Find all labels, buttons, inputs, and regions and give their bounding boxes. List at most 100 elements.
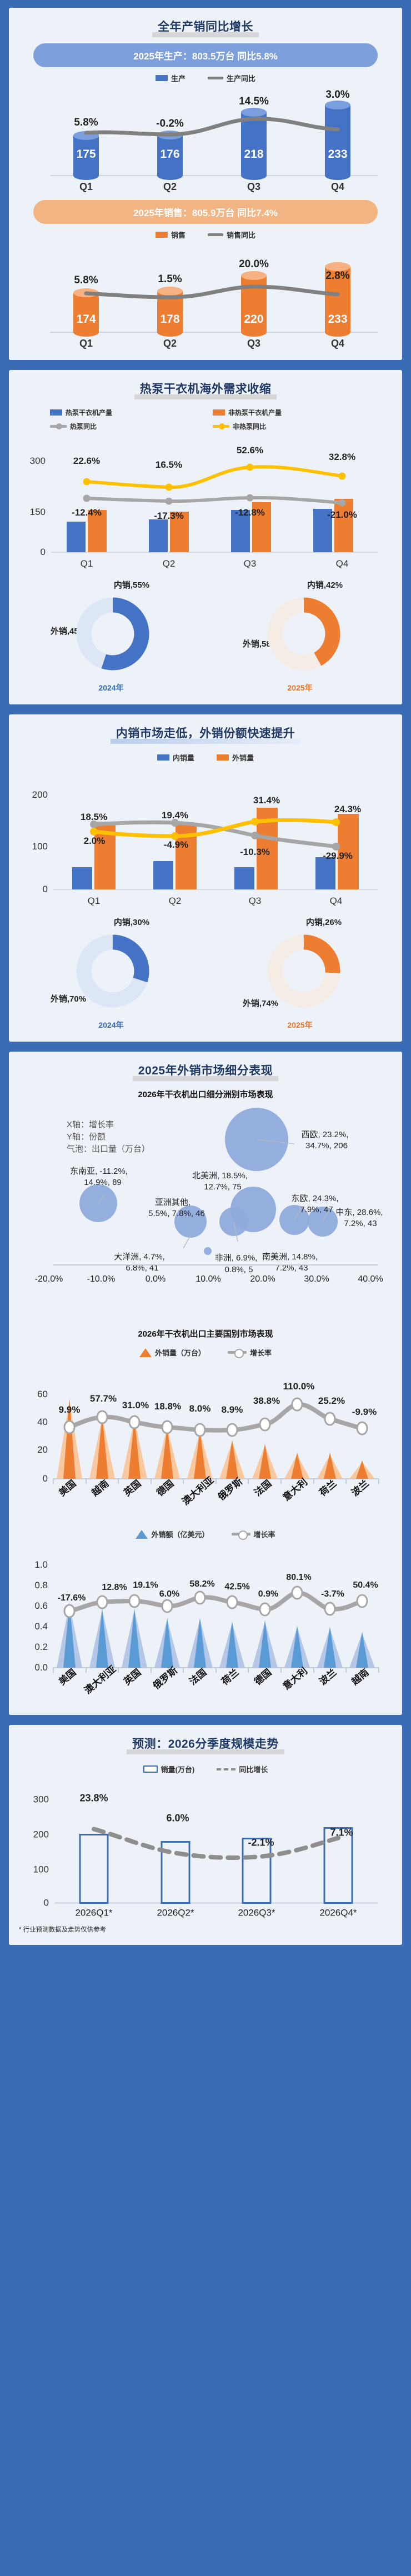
svg-text:34.7%, 206: 34.7%, 206 — [305, 1141, 348, 1151]
svg-text:32.8%: 32.8% — [329, 452, 355, 462]
legend-sales-line: 销售同比 — [208, 229, 255, 240]
svg-text:Q2: Q2 — [169, 896, 182, 906]
svg-text:0: 0 — [41, 547, 46, 557]
svg-text:Q2: Q2 — [163, 558, 176, 569]
heatpump-chart: 300 150 0 2 — [17, 434, 394, 573]
svg-text:31.0%: 31.0% — [122, 1400, 149, 1410]
svg-text:意大利: 意大利 — [280, 1476, 309, 1503]
svg-text:233: 233 — [328, 313, 347, 326]
section3-title: 内销市场走低，外销份额快速提升 — [17, 724, 394, 744]
bubble-label-middle-east: 中东, 28.6%, — [335, 1208, 383, 1217]
domestic-export-legend: 内销量 外销量 — [17, 752, 394, 763]
svg-text:Q4: Q4 — [330, 896, 343, 906]
svg-text:英国: 英国 — [122, 1667, 143, 1687]
svg-text:7.2%, 43: 7.2%, 43 — [275, 1263, 308, 1273]
svg-text:1.0: 1.0 — [34, 1559, 48, 1570]
sales-chart: 174 5.8% 178 1.5% 220 20.0% — [17, 243, 394, 349]
section1-title: 全年产销同比增长 — [17, 18, 394, 37]
svg-text:200: 200 — [32, 789, 48, 800]
svg-text:-12.4%: -12.4% — [72, 507, 102, 518]
blue-triangle-icon — [136, 1529, 148, 1539]
svg-text:-20.0%: -20.0% — [35, 1274, 63, 1284]
legend-export-volume: 外销量 — [217, 752, 254, 763]
svg-text:5.8%: 5.8% — [74, 274, 98, 286]
svg-text:美国: 美国 — [57, 1667, 78, 1687]
gray-line-marker-icon — [231, 1530, 250, 1540]
gray-line-icon — [208, 77, 223, 79]
section2-title: 热泵干衣机海外需求收缩 — [17, 380, 394, 399]
country-volume-chart: 60 40 20 0 — [17, 1361, 394, 1517]
svg-text:-10.0%: -10.0% — [87, 1274, 116, 1284]
svg-text:-0.2%: -0.2% — [156, 118, 184, 129]
legend-forecast-growth: 同比增长 — [217, 1764, 268, 1774]
gray-line-marker-icon — [228, 1349, 247, 1358]
orange-triangle-icon — [139, 1348, 152, 1357]
svg-text:0.0: 0.0 — [34, 1662, 48, 1673]
svg-text:-17.3%: -17.3% — [154, 511, 184, 521]
svg-text:5.8%: 5.8% — [74, 117, 98, 128]
svg-text:Q1: Q1 — [79, 181, 93, 192]
svg-text:20: 20 — [37, 1444, 48, 1455]
svg-text:法国: 法国 — [252, 1478, 274, 1498]
blue-square-icon — [155, 75, 168, 81]
svg-text:0.2: 0.2 — [34, 1642, 48, 1652]
svg-text:Q4: Q4 — [331, 338, 344, 349]
section-heatpump-demand: 热泵干衣机海外需求收缩 热泵干衣机产量 非热泵干衣机产量 热泵同比 非热泵同比 — [9, 370, 402, 704]
svg-text:22.6%: 22.6% — [73, 456, 100, 466]
bubble-label-north-america: 北美洲, 18.5%, — [192, 1171, 248, 1181]
bubble-axis-note-x: X轴：增长率 — [67, 1120, 114, 1129]
yellow-line-dot-icon — [213, 423, 229, 429]
svg-text:0.4: 0.4 — [34, 1621, 48, 1632]
svg-text:24.3%: 24.3% — [334, 804, 361, 814]
svg-text:0.8: 0.8 — [34, 1580, 48, 1590]
svg-text:波兰: 波兰 — [349, 1478, 371, 1498]
continent-bubble-chart: X轴：增长率 Y轴：份额 气泡：出口量（万台） — [17, 1102, 394, 1319]
blue-square-icon — [157, 754, 169, 761]
donut-2024-year: 2024年 — [98, 1021, 124, 1029]
svg-text:Q3: Q3 — [249, 896, 262, 906]
svg-text:5.5%, 7.8%, 46: 5.5%, 7.8%, 46 — [148, 1209, 205, 1218]
svg-text:110.0%: 110.0% — [283, 1381, 315, 1392]
svg-text:0: 0 — [43, 884, 48, 894]
bubble-axis-note-size: 气泡：出口量（万台） — [67, 1144, 150, 1154]
bubble-label-asia-other: 亚洲其他, — [155, 1198, 191, 1207]
donut-2024: 内销,30% 外销,70% 2024年 — [28, 913, 194, 1031]
svg-text:德国: 德国 — [154, 1478, 176, 1498]
svg-text:2.8%: 2.8% — [325, 270, 349, 282]
svg-text:外销,74%: 外销,74% — [242, 998, 278, 1008]
svg-text:内销,30%: 内销,30% — [114, 917, 149, 927]
heatpump-share-donuts: 内销,55% 外销,45% 2024年 内销,42% 外销,58% — [17, 576, 394, 693]
svg-text:1.5%: 1.5% — [158, 273, 182, 285]
legend-sales-bar: 销售 — [155, 229, 186, 240]
orange-square-icon — [213, 409, 225, 416]
svg-text:300: 300 — [33, 1794, 49, 1805]
svg-text:19.4%: 19.4% — [162, 810, 188, 821]
legend-heatpump-yoy: 热泵同比 — [50, 422, 97, 431]
svg-text:内销,42%: 内销,42% — [307, 580, 343, 590]
svg-text:30.0%: 30.0% — [304, 1274, 329, 1284]
svg-text:8.0%: 8.0% — [189, 1403, 211, 1414]
forecast-footnote: * 行业预测数据及走势仅供参考 — [19, 1927, 107, 1933]
heatpump-legend: 热泵干衣机产量 非热泵干衣机产量 热泵同比 非热泵同比 — [17, 408, 394, 431]
production-pill: 2025年生产：803.5万台 同比5.8% — [33, 43, 378, 67]
svg-text:荷兰: 荷兰 — [219, 1667, 241, 1687]
svg-text:-3.7%: -3.7% — [321, 1589, 344, 1599]
gray-line-dot-icon — [50, 423, 67, 429]
section-domestic-export: 内销市场走低，外销份额快速提升 内销量 外销量 200 100 0 — [9, 714, 402, 1042]
section-export-breakdown: 2025年外销市场细分表现 2026年干衣机出口细分洲别市场表现 X轴：增长率 … — [9, 1052, 402, 1715]
country-value-chart: 1.0 0.8 0.6 0.4 0.2 0.0 — [17, 1543, 394, 1704]
gray-line-icon — [208, 233, 223, 236]
donut-2025-year: 2025年 — [287, 1021, 313, 1029]
legend-heatpump-output: 热泵干衣机产量 — [50, 408, 112, 417]
svg-text:Q1: Q1 — [88, 896, 101, 906]
svg-text:2026Q2*: 2026Q2* — [157, 1908, 194, 1918]
svg-text:100: 100 — [33, 1864, 49, 1875]
svg-text:6.8%, 41: 6.8%, 41 — [126, 1263, 158, 1273]
svg-text:内销,55%: 内销,55% — [114, 580, 149, 590]
svg-text:Q3: Q3 — [244, 558, 257, 569]
bubble-label-south-america: 南美洲, 14.8%, — [262, 1252, 318, 1262]
svg-text:6.0%: 6.0% — [159, 1589, 179, 1599]
donut-2025: 内销,42% 外销,58% 2025年 — [217, 576, 383, 693]
svg-text:俄罗斯: 俄罗斯 — [150, 1664, 179, 1692]
svg-text:18.8%: 18.8% — [154, 1401, 181, 1412]
